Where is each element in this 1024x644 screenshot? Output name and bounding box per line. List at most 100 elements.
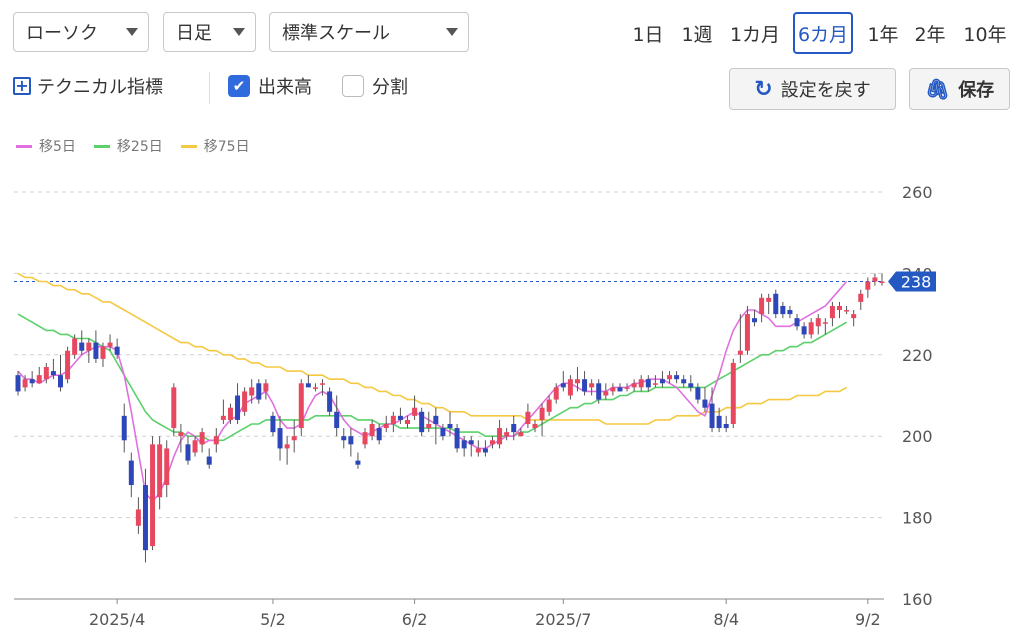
candle [383,415,389,433]
reset-settings-button[interactable]: ↻ 設定を戻す [729,68,896,110]
candle-body [327,391,333,412]
candle-body [164,448,170,486]
candle-body [695,387,701,400]
interval-select[interactable]: 日足 [163,12,256,52]
chevron-down-icon [233,28,245,36]
candle [780,301,786,319]
candle [482,440,488,457]
candle-body [688,383,694,388]
candle-body [150,444,156,547]
candle [185,436,191,465]
candle-body [737,350,743,355]
x-tick-label: 8/4 [713,610,739,629]
last-price-badge [888,271,936,292]
candle-body [157,444,163,498]
legend-ma75: 移75日 [180,136,250,156]
scale-select[interactable]: 標準スケール [269,12,469,52]
candle [454,423,460,453]
candle [702,387,708,412]
candle-body [468,440,474,445]
candle [36,367,42,384]
check-icon: ✔ [228,75,250,97]
period-2y[interactable]: 2年 [914,23,946,46]
candle [759,293,765,323]
candle [298,379,304,437]
candle-body [504,432,510,437]
volume-checkbox[interactable]: ✔ 出来高 [228,73,312,99]
candle-body [610,387,616,392]
candle [688,375,694,392]
period-6m[interactable]: 6カ月 [793,12,853,54]
candle-body [86,342,92,351]
candlestick-chart[interactable]: 2602402202001801602025/45/26/22025/78/49… [0,160,1024,644]
x-tick-label: 6/2 [402,610,428,629]
candle-body [50,371,56,376]
candle [801,322,807,339]
candle [150,436,156,551]
y-tick-label: 200 [902,427,933,446]
last-price-label: 238 [901,273,932,292]
candle [695,383,701,404]
candle-body [376,428,382,441]
technical-indicator-button[interactable]: + テクニカル指標 [13,73,163,99]
candle-body [362,432,368,445]
period-1y[interactable]: 1年 [867,23,899,46]
candle [93,330,99,363]
candle-body [773,293,779,315]
candle-body [858,293,864,302]
x-tick-label: 5/2 [260,610,286,629]
candle [50,358,56,380]
candle-body [284,444,290,449]
candle-body [405,419,411,424]
candle-body [780,305,786,315]
candle-body [829,305,835,319]
candle-body [263,383,269,392]
split-checkbox[interactable]: 分割 [342,73,408,99]
candle [327,387,333,416]
candle-body [305,383,311,388]
candle [504,428,510,441]
candle [709,387,715,433]
candle-body [22,379,28,388]
legend-ma25: 移25日 [93,136,163,156]
period-1m[interactable]: 1カ月 [729,23,781,46]
candle [213,428,219,453]
candle-body [412,407,418,416]
candle [22,375,28,392]
candle [397,407,403,424]
period-1w[interactable]: 1週 [681,23,713,46]
x-tick-label: 9/2 [855,610,881,629]
candle [426,411,432,433]
candle-body [256,383,262,400]
candle [815,314,821,335]
candle [362,428,368,449]
period-1d[interactable]: 1日 [632,23,664,46]
candle-body [752,318,758,323]
candle-body [787,310,793,315]
candle [220,399,226,424]
candle [227,403,233,424]
period-10y[interactable]: 10年 [963,23,1007,46]
candle-body [369,423,375,437]
candle-body [79,342,85,351]
candle [135,497,141,534]
candle-body [596,383,602,400]
candle-body [93,342,99,359]
candle-body [730,362,736,424]
candle [730,358,736,429]
save-button[interactable]: 🖇 保存 [909,68,1010,110]
candle [405,415,411,429]
candle-body [433,415,439,424]
candle-body [794,318,800,327]
candle [518,428,524,437]
candle-body [865,281,871,290]
candle-body [185,444,191,461]
candle [29,371,35,388]
candle-body [355,460,361,465]
candle [525,403,531,429]
candle-body [638,379,644,388]
legend-label: 移25日 [116,139,163,155]
candle [107,334,113,351]
candle [766,293,772,315]
chart-style-select[interactable]: ローソク [13,12,149,52]
